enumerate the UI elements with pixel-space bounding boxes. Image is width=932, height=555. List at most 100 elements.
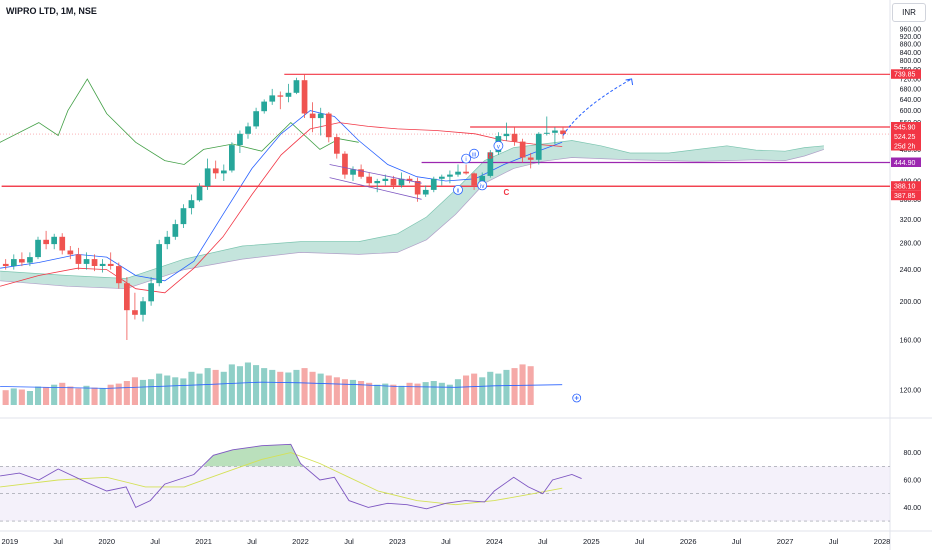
candle xyxy=(422,185,429,197)
candle xyxy=(277,91,284,110)
candle-body xyxy=(560,130,566,134)
candle xyxy=(293,77,300,95)
price-badge-label: 25d 2h xyxy=(894,143,916,150)
candle-body xyxy=(245,126,251,134)
price-tick-label: 640.00 xyxy=(900,97,922,104)
price-tick-label: 120.00 xyxy=(900,387,922,394)
candle xyxy=(374,178,381,193)
time-tick-label: 2027 xyxy=(777,537,794,546)
currency-button[interactable]: INR xyxy=(892,3,926,22)
volume-bar xyxy=(180,378,187,405)
candle-body xyxy=(301,80,308,114)
candle xyxy=(527,153,534,169)
cloud-upper-line xyxy=(0,140,824,279)
candle-body xyxy=(237,133,243,146)
wave-label-circle xyxy=(477,180,488,191)
candle-body xyxy=(455,171,461,175)
candle xyxy=(188,194,195,215)
volume-bar xyxy=(2,390,9,405)
wave-label: iii xyxy=(472,152,476,158)
candle-body xyxy=(253,111,259,127)
candle xyxy=(414,177,421,202)
candle-body xyxy=(19,259,25,263)
volume-bar xyxy=(430,381,437,405)
volume-bar xyxy=(358,381,365,405)
volume-bar xyxy=(309,371,316,405)
candle xyxy=(382,174,389,186)
conversion-line xyxy=(0,110,563,282)
volume-bar xyxy=(479,377,486,405)
candle-body xyxy=(439,176,445,179)
rsi-tick-label: 60.00 xyxy=(903,478,921,485)
rsi-line xyxy=(0,443,582,510)
candle xyxy=(317,107,324,136)
volume-bar xyxy=(75,388,82,405)
rsi-tick-label: 80.00 xyxy=(903,450,921,457)
candle xyxy=(463,164,469,175)
time-tick-label: 2026 xyxy=(680,537,697,546)
candle-body xyxy=(447,174,453,177)
rsi-overbought-fill xyxy=(203,444,303,467)
time-tick-label: Jul xyxy=(441,537,451,546)
wave-label: C xyxy=(504,188,510,197)
wave-label: i xyxy=(465,157,466,163)
candle xyxy=(91,254,98,272)
candle-body xyxy=(91,259,98,266)
volume-bar xyxy=(349,379,356,405)
candle-body xyxy=(511,133,518,142)
ichimoku-cloud xyxy=(0,140,824,289)
price-tick-label: 960.00 xyxy=(900,27,922,34)
volume-bar xyxy=(471,373,478,405)
candle-body xyxy=(285,92,292,97)
volume-bar xyxy=(10,388,17,405)
volume-bar xyxy=(253,365,260,405)
candle xyxy=(358,164,364,179)
price-tick-label: 920.00 xyxy=(900,34,922,41)
candle-body xyxy=(544,132,550,134)
candle xyxy=(447,170,453,184)
candle xyxy=(19,252,25,267)
volume-bar xyxy=(236,366,243,405)
time-tick-label: Jul xyxy=(635,537,645,546)
time-tick-label: Jul xyxy=(247,537,257,546)
time-tick-label: 2020 xyxy=(98,537,115,546)
price-badge xyxy=(891,157,921,167)
candle-body xyxy=(140,301,146,315)
candle-body xyxy=(342,153,348,175)
candle-body xyxy=(277,95,284,97)
volume-bar xyxy=(107,384,114,405)
volume-bar xyxy=(277,371,284,405)
candle-body xyxy=(382,178,389,181)
time-tick-label: 2025 xyxy=(583,537,600,546)
candle xyxy=(301,74,308,118)
candle-body xyxy=(67,250,74,255)
candle-body xyxy=(552,130,558,133)
time-tick-label: Jul xyxy=(53,537,63,546)
price-badge xyxy=(891,190,921,201)
candle xyxy=(148,277,154,306)
candle-body xyxy=(204,168,211,187)
wave-label-circle xyxy=(453,184,463,195)
candle-body xyxy=(107,263,114,266)
lagging-span-line xyxy=(0,78,359,165)
wave-label: iv xyxy=(480,184,484,190)
candle-body xyxy=(99,263,106,266)
candle-body xyxy=(503,133,510,137)
price-badge-label: 739.85 xyxy=(894,72,916,79)
candle-body xyxy=(398,178,405,186)
candle xyxy=(132,292,138,320)
candle-body xyxy=(51,236,57,245)
volume-bar xyxy=(212,369,219,405)
volume-bar xyxy=(51,384,58,405)
candle xyxy=(156,239,162,287)
candle xyxy=(140,297,146,322)
candle xyxy=(245,122,251,139)
volume-bar xyxy=(285,372,292,405)
price-badge xyxy=(891,181,921,191)
volume-bar xyxy=(164,375,171,405)
volume-bar xyxy=(148,379,155,405)
candle xyxy=(196,183,203,202)
volume-bar xyxy=(220,371,227,405)
candle xyxy=(172,219,179,240)
